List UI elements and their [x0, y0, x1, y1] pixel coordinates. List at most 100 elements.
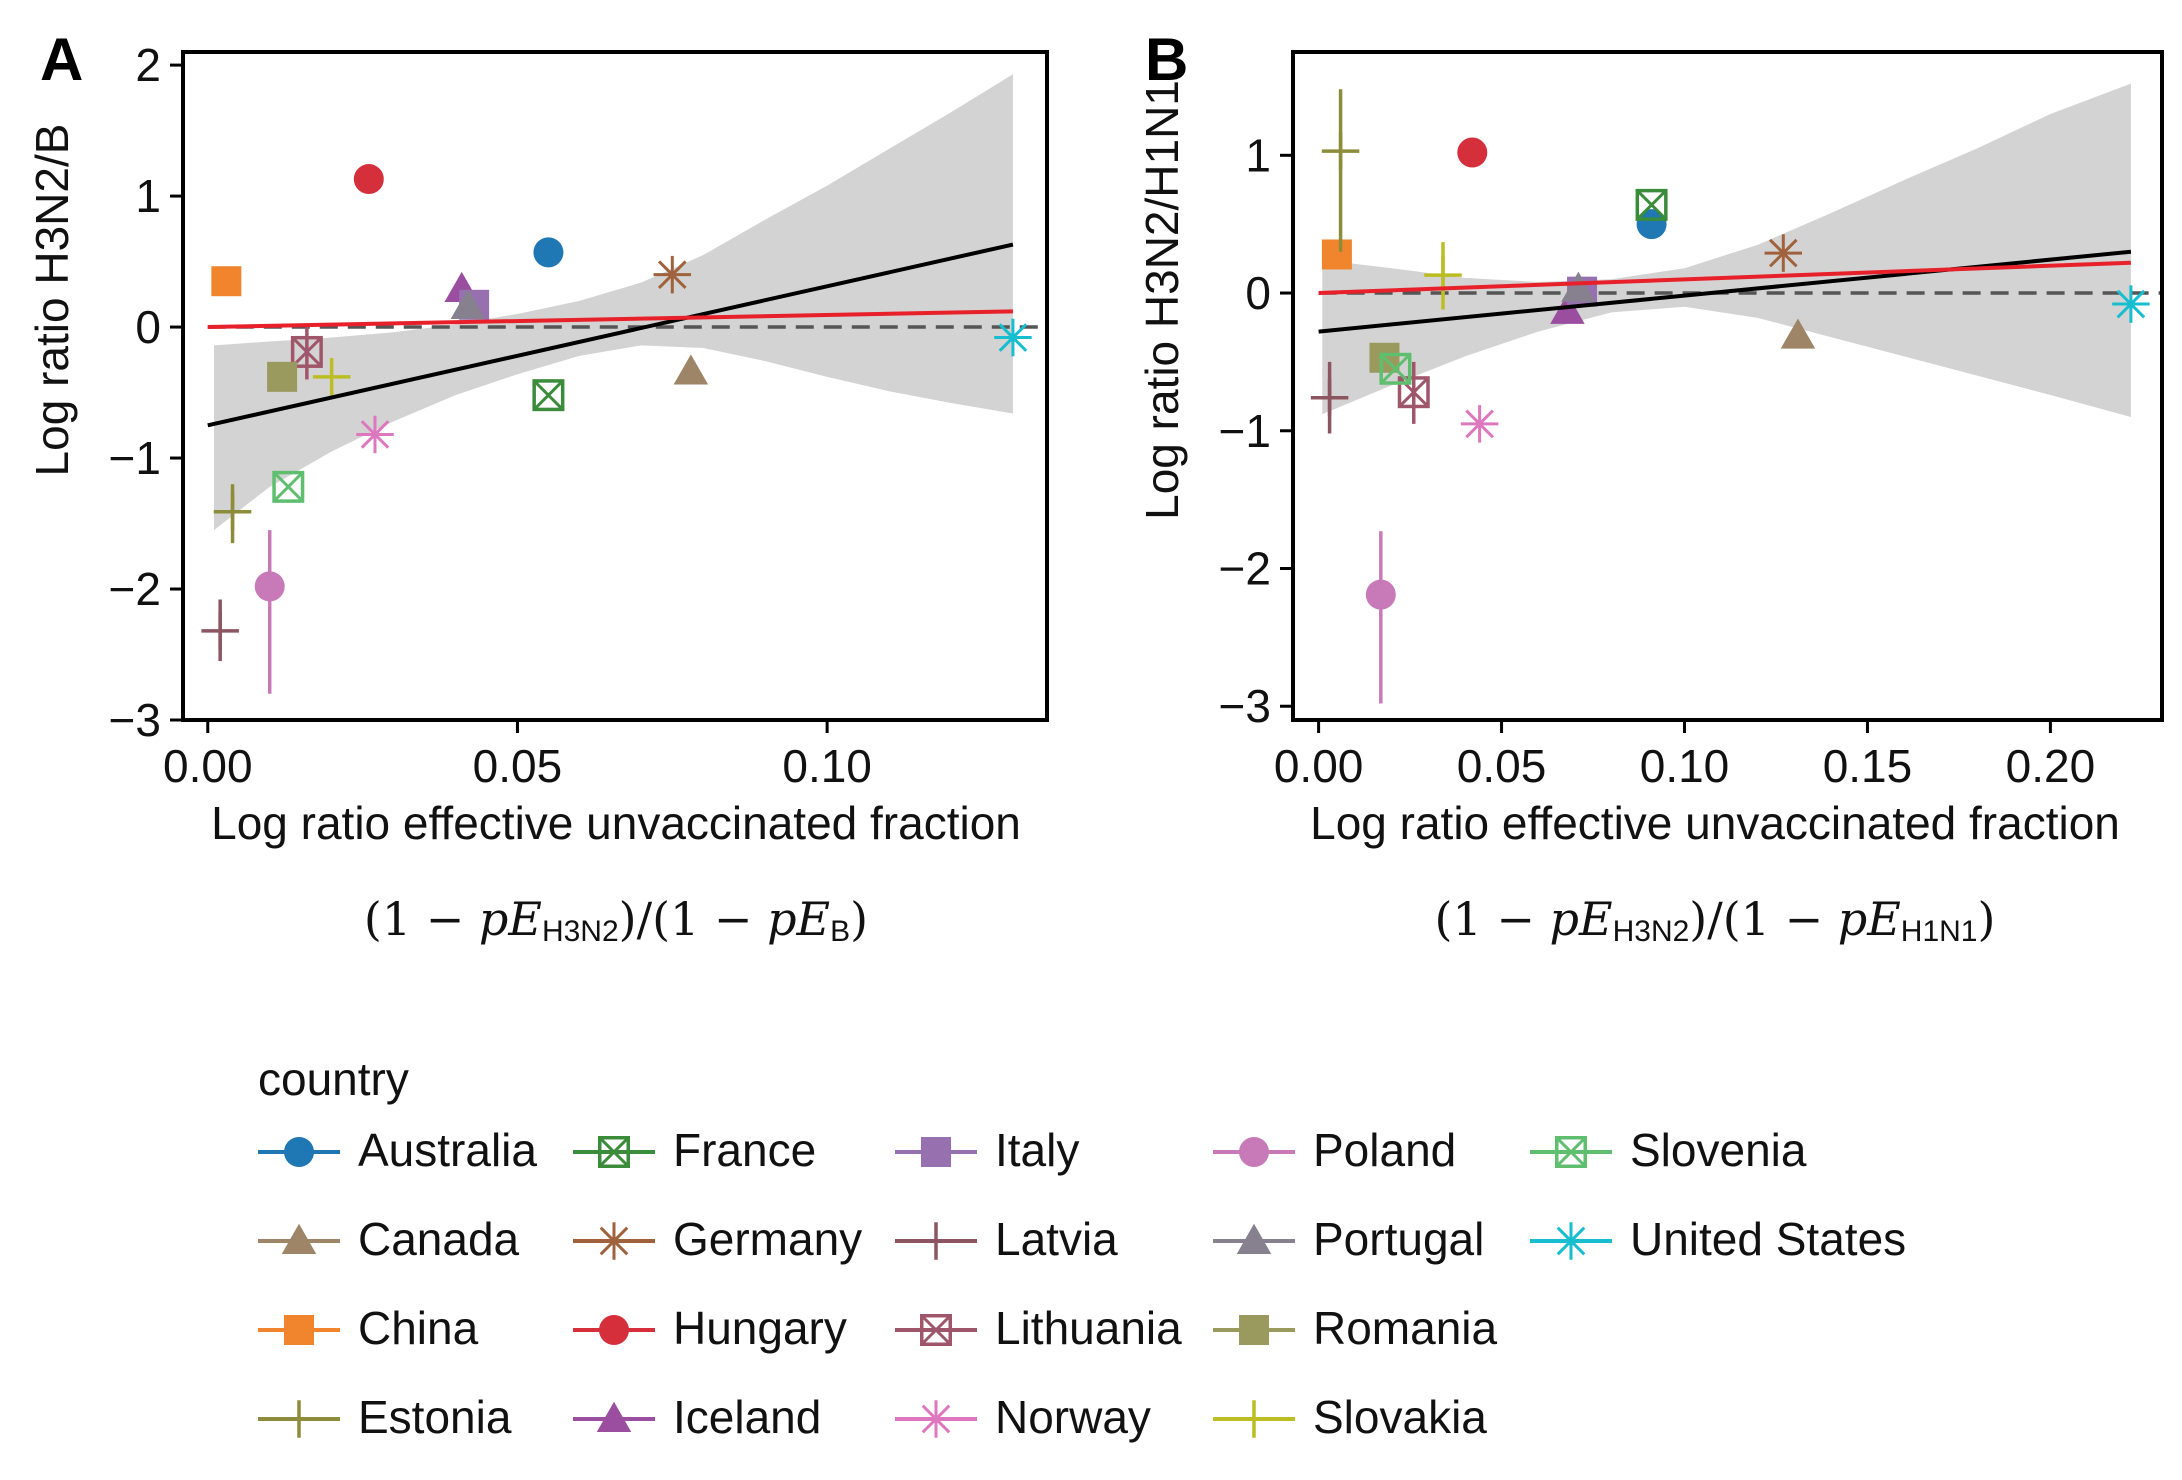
point-poland	[1365, 579, 1396, 610]
confidence-band	[213, 74, 1013, 531]
point-latvia	[201, 612, 239, 650]
legend-label: Lithuania	[995, 1302, 1182, 1354]
legend-label: Iceland	[673, 1391, 821, 1443]
panel-a-xlabel: Log ratio effective unvaccinated fractio…	[211, 797, 1021, 849]
fit-line-black	[207, 242, 1014, 428]
legend-item-china: China	[258, 1302, 479, 1354]
point-norway	[1460, 405, 1499, 443]
y-tick-label: −1	[1219, 405, 1271, 457]
legend-marker-romania	[1239, 1315, 1269, 1345]
x-tick-label: 0.05	[1457, 740, 1547, 792]
legend-marker-latvia	[917, 1222, 955, 1260]
point-germany	[1764, 234, 1803, 272]
legend-item-france: France	[573, 1124, 816, 1176]
panel-b-xlabel: Log ratio effective unvaccinated fractio…	[1310, 797, 2120, 849]
legend-marker-france	[598, 1136, 630, 1168]
point-slovenia	[1379, 352, 1412, 385]
legend-item-canada: Canada	[258, 1213, 520, 1265]
y-tick-label: 1	[1245, 129, 1271, 181]
legend-marker-united-states	[1552, 1222, 1590, 1260]
confidence-band	[1322, 83, 2131, 417]
x-tick-label: 0.00	[1274, 740, 1364, 792]
legend-marker-slovenia	[1555, 1136, 1587, 1168]
legend-item-poland: Poland	[1213, 1124, 1456, 1176]
legend-item-slovakia: Slovakia	[1213, 1391, 1487, 1443]
legend-marker-canada	[281, 1223, 317, 1254]
legend-item-estonia: Estonia	[258, 1391, 512, 1443]
point-estonia	[213, 492, 252, 531]
legend-marker-portugal	[1236, 1223, 1272, 1254]
legend-label: Norway	[995, 1391, 1151, 1443]
point-united-states	[2112, 285, 2150, 323]
point-portugal	[1561, 271, 1596, 302]
legend-item-lithuania: Lithuania	[895, 1302, 1182, 1354]
plot-frame	[1291, 50, 2164, 722]
legend-label: Hungary	[673, 1302, 847, 1354]
x-tick-label: 0.10	[782, 740, 872, 792]
legend-label: China	[358, 1302, 479, 1354]
y-tick-label: −3	[109, 694, 161, 746]
point-portugal	[450, 288, 486, 320]
legend-label: Australia	[358, 1124, 537, 1176]
point-hungary	[353, 164, 384, 195]
x-tick-label: 0.10	[1640, 740, 1730, 792]
panel-b-formula: (1 − pEH3N2)/(1 − pEH1N1)	[1435, 892, 1996, 948]
legend-item-latvia: Latvia	[895, 1213, 1118, 1265]
x-tick-label: 0.20	[2006, 740, 2096, 792]
point-france	[1635, 188, 1668, 221]
legend-label: Latvia	[995, 1213, 1118, 1265]
point-poland	[254, 571, 285, 602]
y-tick-label: −1	[109, 432, 161, 484]
panel-a-letter: A	[40, 26, 83, 93]
y-tick-label: −2	[109, 563, 161, 615]
fit-line-black	[1318, 249, 2132, 334]
legend: country Australia Canada China Estonia Franc…	[258, 1053, 1906, 1443]
point-estonia	[1321, 132, 1360, 170]
panel-b: B 0.00 0.05 0.10 0.15 0.20 −3 −2 −1 0 1 Log ratio…	[1136, 26, 2164, 948]
legend-marker-australia	[284, 1137, 314, 1167]
legend-label: Poland	[1313, 1124, 1456, 1176]
legend-marker-estonia	[280, 1400, 318, 1438]
panel-a-ylabel: Log ratio H3N2/B	[26, 124, 78, 477]
plot-frame	[181, 50, 1049, 722]
point-germany	[653, 255, 692, 294]
legend-marker-germany	[595, 1222, 633, 1260]
panel-b-letter: B	[1145, 26, 1188, 93]
legend-label: France	[673, 1124, 816, 1176]
legend-item-slovenia: Slovenia	[1530, 1124, 1807, 1176]
x-tick-label: 0.15	[1823, 740, 1913, 792]
point-united-states	[994, 318, 1032, 357]
y-tick-label: 0	[135, 301, 161, 353]
point-slovenia	[272, 470, 305, 503]
point-canada	[673, 354, 709, 385]
legend-marker-hungary	[599, 1315, 629, 1345]
point-lithuania	[290, 335, 323, 368]
legend-label: Slovenia	[1630, 1124, 1807, 1176]
panel-b-plot-area: 0.00 0.05 0.10 0.15 0.20 −3 −2 −1 0 1	[1219, 50, 2164, 792]
y-tick-label: 1	[135, 170, 161, 222]
panel-a-plot-area: 0.00 0.05 0.10 −3 −2 −1 0 1 2	[109, 39, 1049, 792]
x-tick-label: 0.05	[473, 740, 563, 792]
legend-item-australia: Australia	[258, 1124, 537, 1176]
panel-a: A 0.00 0.05 0.10 −3 −2 −1 0 1 2 Log ratio H3N2/B…	[26, 26, 1049, 948]
y-tick-label: 2	[135, 39, 161, 91]
legend-item-iceland: Iceland	[573, 1391, 821, 1443]
fit-line-red	[207, 309, 1013, 330]
legend-marker-norway	[917, 1400, 955, 1438]
legend-marker-china	[284, 1315, 314, 1345]
legend-label: Estonia	[358, 1391, 512, 1443]
point-latvia	[1310, 378, 1349, 417]
panel-a-formula: (1 − pEH3N2)/(1 − pEB)	[364, 892, 868, 948]
point-china	[211, 266, 242, 297]
legend-label: Canada	[358, 1213, 520, 1265]
legend-marker-slovakia	[1235, 1400, 1273, 1438]
legend-item-portugal: Portugal	[1213, 1213, 1484, 1265]
point-australia	[1636, 209, 1667, 240]
panel-b-ylabel: Log ratio H3N2/H1N1	[1136, 80, 1188, 520]
legend-item-united-states: United States	[1530, 1213, 1906, 1265]
legend-title: country	[258, 1053, 409, 1105]
legend-item-romania: Romania	[1213, 1302, 1498, 1354]
legend-marker-poland	[1239, 1137, 1269, 1167]
point-australia	[533, 237, 564, 268]
